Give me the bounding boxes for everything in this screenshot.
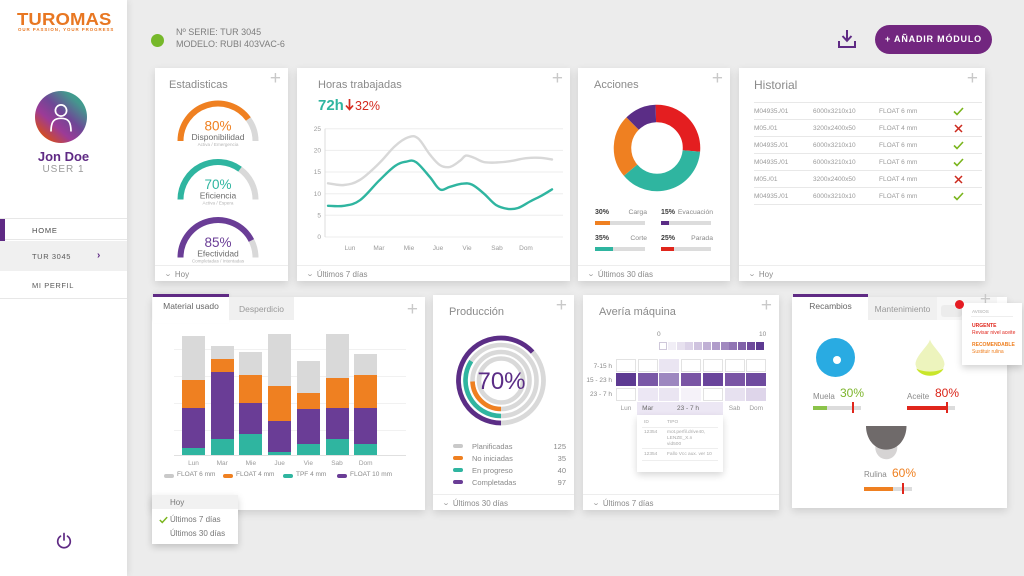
svg-text:Mie: Mie — [404, 245, 415, 252]
svg-text:Eficiencia: Eficiencia — [200, 191, 237, 201]
svg-text:20: 20 — [314, 148, 322, 155]
svg-text:15: 15 — [314, 169, 322, 176]
svg-text:Sab: Sab — [491, 245, 503, 252]
svg-text:Activa / Emergencia: Activa / Emergencia — [198, 142, 239, 147]
svg-text:Jue: Jue — [433, 245, 444, 252]
svg-text:0: 0 — [317, 234, 321, 241]
svg-text:Disponibilidad: Disponibilidad — [192, 132, 245, 142]
svg-text:85%: 85% — [204, 235, 231, 250]
svg-text:70%: 70% — [477, 368, 525, 395]
svg-text:Mar: Mar — [373, 245, 385, 252]
svg-text:10: 10 — [314, 191, 322, 198]
svg-text:Lun: Lun — [345, 245, 356, 252]
svg-text:25: 25 — [314, 126, 322, 133]
svg-text:Vie: Vie — [462, 245, 472, 252]
svg-text:Dom: Dom — [519, 245, 533, 252]
svg-text:80%: 80% — [204, 119, 231, 134]
svg-text:70%: 70% — [204, 177, 231, 192]
svg-text:Efectividad: Efectividad — [197, 249, 239, 259]
svg-text:5: 5 — [317, 213, 321, 220]
svg-text:Activa / Espera: Activa / Espera — [203, 201, 234, 206]
svg-text:Completadas / Intentadas: Completadas / Intentadas — [192, 259, 245, 264]
